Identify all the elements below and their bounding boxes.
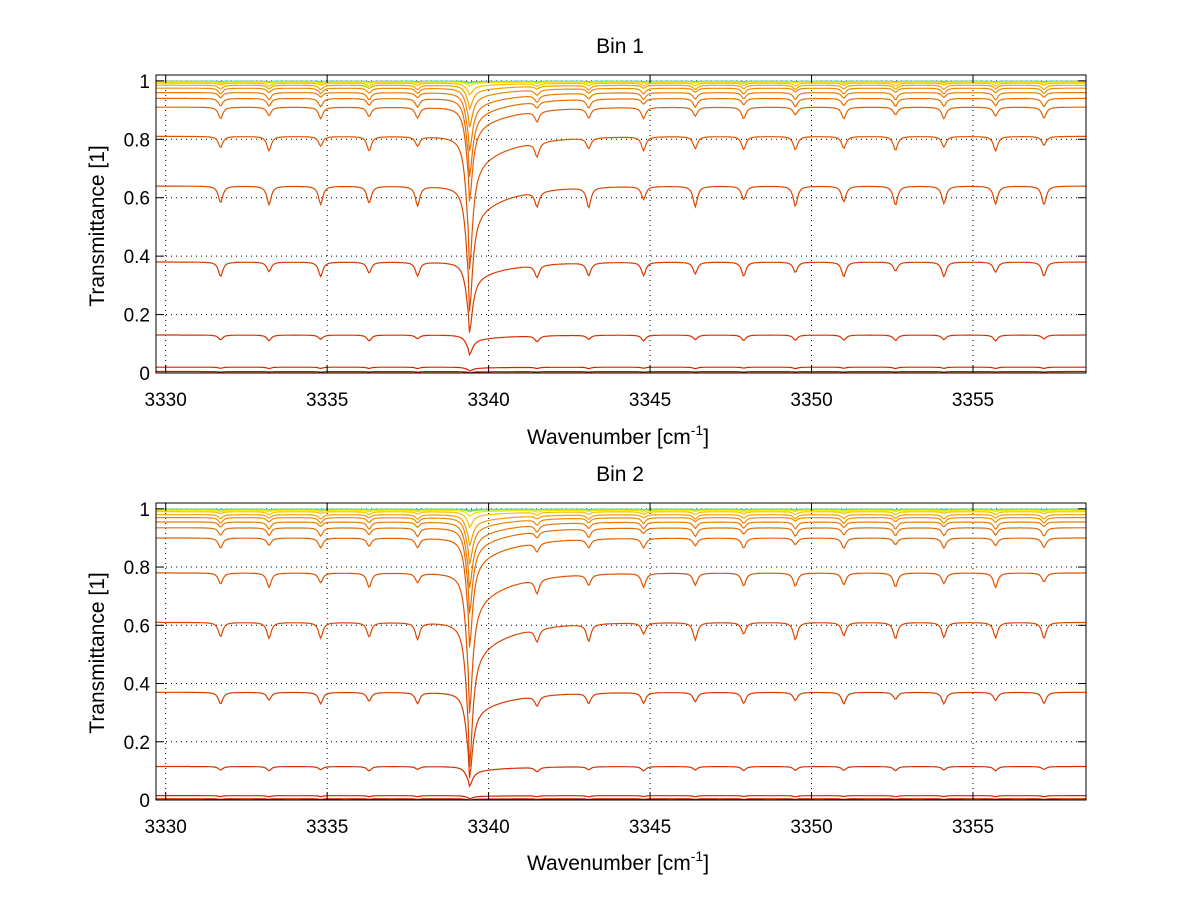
chart-title: Bin 2: [596, 463, 644, 486]
series-line-s6: [156, 87, 1086, 128]
series-line-s8: [156, 527, 1086, 614]
x-tick-label: 3340: [467, 817, 509, 838]
x-tick-label: 3330: [145, 390, 187, 411]
x-tick-label: 3355: [952, 390, 994, 411]
series-line-s13: [156, 334, 1086, 357]
chart-bin-1: Bin 1 3330 3335 3340 3345 3350 3355 0 0.2 0.4 0.6…: [86, 35, 1087, 449]
x-axis-label: Wavenumber [cm-1]: [527, 848, 709, 875]
series-line-s3: [156, 81, 1086, 87]
y-tick-label: 0: [139, 791, 150, 812]
y-tick-label: 1: [139, 500, 150, 521]
series-line-s8: [156, 97, 1086, 177]
series-line-s4: [156, 511, 1086, 529]
x-tick-label: 3345: [629, 817, 671, 838]
y-axis-label: Transmittance [1]: [86, 572, 109, 733]
series-line-s10: [156, 572, 1086, 714]
series-line-s4: [156, 82, 1086, 96]
x-tick-label: 3340: [467, 390, 509, 411]
plot-area-frame: [155, 74, 1087, 374]
series-line-s5: [156, 514, 1086, 547]
y-tick-label: 0.4: [124, 675, 151, 696]
series-line-s7: [156, 521, 1086, 589]
y-tick-label: 0.8: [124, 558, 150, 579]
x-axis-label-main: Wavenumber [cm: [527, 426, 691, 449]
chart-title: Bin 1: [596, 35, 644, 58]
x-axis-label-superscript: -1: [691, 848, 704, 864]
y-tick-label: 0.6: [124, 616, 150, 637]
series-line-s11: [156, 185, 1086, 312]
x-tick-label: 3335: [306, 390, 348, 411]
series-line-s13: [156, 765, 1086, 788]
y-tick-label: 0.4: [124, 247, 151, 268]
plot-area-frame: [155, 502, 1087, 801]
y-tick-label: 0.2: [124, 306, 150, 327]
x-tick-label: 3350: [790, 817, 832, 838]
series-line-s2: [156, 508, 1086, 513]
series-line-s10: [156, 135, 1086, 270]
y-tick-label: 0.6: [124, 189, 150, 210]
series-line-s7: [156, 92, 1086, 152]
series-line-s12: [156, 261, 1086, 333]
y-tick-label: 1: [139, 72, 150, 93]
y-tick-label: 0.8: [124, 130, 150, 151]
y-tick-label: 0: [139, 364, 150, 385]
y-axis-label: Transmittance [1]: [86, 145, 109, 306]
x-tick-label: 3355: [952, 817, 994, 838]
y-tick-label: 0.2: [124, 733, 150, 754]
series-line-s11: [156, 621, 1086, 767]
x-tick-label: 3330: [145, 817, 187, 838]
series-line-s14: [156, 366, 1086, 372]
series-line-s3: [156, 509, 1086, 517]
series-line-s6: [156, 517, 1086, 565]
x-axis-label: Wavenumber [cm-1]: [527, 422, 709, 449]
series-line-s15: [156, 370, 1086, 374]
series-line-s9: [156, 106, 1086, 202]
series-line-s5: [156, 84, 1087, 111]
series-line-s12: [156, 691, 1086, 779]
series-line-s14: [156, 795, 1086, 800]
x-axis-label-superscript: -1: [691, 422, 704, 438]
x-tick-label: 3345: [629, 390, 671, 411]
x-tick-label: 3350: [790, 390, 832, 411]
series-line-s9: [156, 537, 1086, 648]
chart-bin-2: Bin 2 3330 3335 3340 3345 3350 3355 0 0.2 0.4 0.6…: [86, 463, 1087, 875]
x-axis-label-suffix: ]: [703, 426, 709, 449]
x-axis-label-main: Wavenumber [cm: [527, 852, 691, 875]
x-tick-label: 3335: [306, 817, 348, 838]
x-axis-label-suffix: ]: [703, 852, 709, 875]
series-line-s15: [156, 798, 1086, 801]
